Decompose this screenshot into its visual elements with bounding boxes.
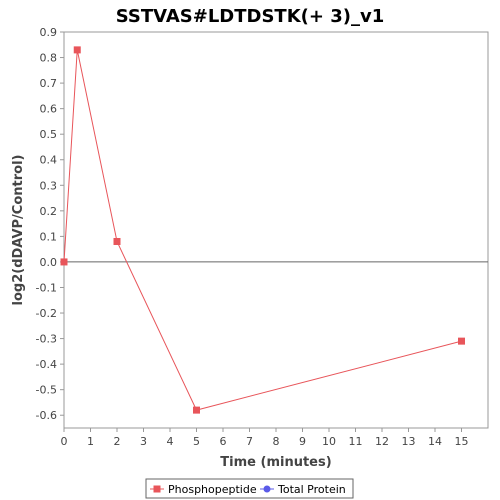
x-tick-label: 9: [299, 435, 306, 448]
data-point[interactable]: [113, 237, 121, 245]
x-tick-label: 12: [375, 435, 389, 448]
y-tick-label: 0.8: [40, 52, 58, 65]
x-tick-label: 0: [61, 435, 68, 448]
data-point[interactable]: [60, 258, 68, 266]
y-tick-label: -0.2: [36, 307, 57, 320]
y-axis-label: log2(dDAVP/Control): [11, 155, 26, 306]
legend-label: Total Protein: [277, 483, 346, 496]
x-tick-label: 3: [140, 435, 147, 448]
x-tick-label: 6: [220, 435, 227, 448]
data-point[interactable]: [193, 406, 200, 414]
y-tick-label: 0.5: [40, 128, 58, 141]
x-tick-label: 7: [246, 435, 253, 448]
chart-title: SSTVAS#LDTDSTK(+ 3)_v1: [116, 6, 385, 27]
y-tick-label: -0.4: [36, 358, 57, 371]
y-tick-label: -0.5: [36, 384, 57, 397]
y-tick-label: -0.3: [36, 333, 57, 346]
x-tick-label: 10: [322, 435, 336, 448]
x-tick-label: 8: [273, 435, 280, 448]
legend-marker-circle: [263, 485, 271, 493]
y-tick-label: 0.7: [40, 77, 58, 90]
series-layer: [60, 46, 465, 414]
y-tick-label: 0.2: [40, 205, 58, 218]
x-tick-label: 15: [455, 435, 469, 448]
y-tick-label: -0.6: [36, 409, 57, 422]
y-tick-label: 0.0: [40, 256, 58, 269]
x-tick-label: 11: [349, 435, 363, 448]
y-tick-label: 0.6: [40, 103, 58, 116]
y-tick-label: 0.1: [40, 230, 58, 243]
y-tick-label: 0.4: [40, 154, 58, 167]
y-axis: 0.9 0.8 0.7 0.6 0.5 0.4 0.3 0.2 0.1 0.0 -0.1 -0.2 -0…: [36, 26, 64, 422]
legend-label: Phosphopeptide: [168, 483, 257, 496]
x-tick-label: 13: [402, 435, 416, 448]
x-tick-label: 5: [193, 435, 200, 448]
y-tick-label: -0.1: [36, 281, 57, 294]
y-tick-label: 0.9: [40, 26, 58, 39]
legend: Phosphopeptide Total Protein: [145, 478, 354, 499]
legend-marker-square: [153, 485, 161, 493]
y-tick-label: 0.3: [40, 179, 58, 192]
x-axis: 0 1 2 3 4 5 6 7 8 9 10 11 12 13 14 15: [61, 428, 469, 448]
x-tick-label: 14: [428, 435, 442, 448]
legend-box: [145, 478, 354, 499]
plot-area: [63, 31, 489, 429]
x-tick-label: 4: [167, 435, 174, 448]
data-point[interactable]: [458, 337, 465, 345]
data-point[interactable]: [73, 46, 81, 54]
x-tick-label: 2: [114, 435, 121, 448]
x-tick-label: 1: [87, 435, 94, 448]
x-axis-label: Time (minutes): [220, 455, 331, 470]
